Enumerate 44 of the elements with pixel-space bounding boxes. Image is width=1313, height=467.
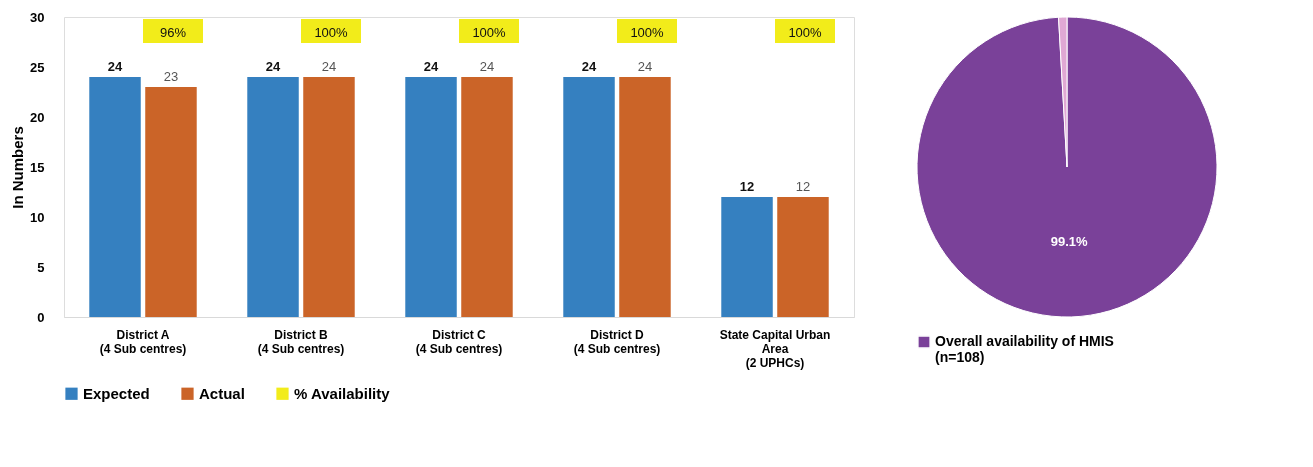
bar	[721, 197, 773, 317]
text: 96%	[159, 25, 187, 40]
x-tick-label: State Capital Urban Area (2 UPHCs)	[719, 327, 831, 370]
bar	[619, 77, 671, 317]
bar	[303, 77, 355, 317]
data-label: 24	[637, 59, 653, 74]
y-tick-label: 5	[37, 259, 45, 275]
data-label: 12	[739, 179, 755, 194]
data-label: 24	[107, 59, 124, 74]
x-tick-label: District C (4 Sub centres)	[415, 327, 503, 356]
data-label: 12	[795, 179, 811, 194]
pie-slice	[916, 16, 1218, 318]
legend-label: Expected	[83, 384, 150, 402]
data-label: 24	[423, 59, 440, 74]
x-tick-label: District A (4 Sub centres)	[99, 327, 187, 356]
data-label: 24	[265, 59, 282, 74]
y-tick-label: 20	[30, 109, 45, 125]
data-label: 24	[321, 59, 337, 74]
x-tick-label: District D (4 Sub centres)	[573, 327, 661, 356]
y-tick-label: 30	[30, 9, 45, 25]
bar	[777, 197, 829, 317]
bar	[405, 77, 457, 317]
y-tick-label: 15	[30, 159, 45, 175]
text: 100%	[314, 25, 348, 40]
data-label: 24	[581, 59, 598, 74]
bar	[89, 77, 141, 317]
bar	[145, 87, 197, 317]
legend-label: % Availability	[294, 384, 391, 402]
bar	[461, 77, 513, 317]
text: 100%	[472, 25, 506, 40]
text: 100%	[788, 25, 822, 40]
text: 100%	[630, 25, 664, 40]
y-axis-title: In Numbers	[9, 126, 27, 209]
x-tick-label: District B (4 Sub centres)	[257, 327, 345, 356]
data-label: 23	[163, 69, 179, 84]
y-tick-label: 10	[30, 209, 45, 225]
bar	[563, 77, 615, 317]
legend-label: Overall availability of HMIS (n=108)	[935, 333, 1114, 365]
data-label: 99.1%	[1050, 233, 1088, 249]
bar	[247, 77, 299, 317]
y-tick-label: 0	[37, 309, 45, 325]
legend-label: Actual	[199, 384, 245, 402]
data-label: 24	[479, 59, 495, 74]
y-tick-label: 25	[30, 59, 45, 75]
